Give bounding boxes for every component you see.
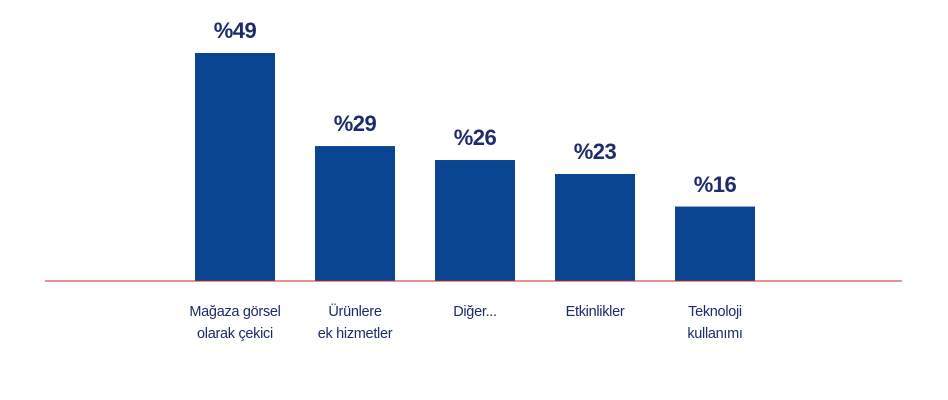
value-label: %16 (693, 171, 737, 197)
category-label: Diğer... (453, 304, 497, 320)
category-label: Etkinlikler (565, 304, 625, 320)
bar (435, 160, 515, 281)
bar (315, 146, 395, 281)
bar (555, 173, 635, 281)
value-label: %29 (333, 111, 377, 137)
value-label: %23 (573, 138, 617, 164)
bar (675, 206, 755, 281)
bar (195, 53, 275, 281)
category-label: Ürünlere ek hizmetler (317, 304, 393, 342)
category-label: Mağaza görsel olarak çekici (189, 304, 281, 342)
value-label: %49 (213, 18, 257, 43)
category-label: Teknoloji kullanımı (687, 304, 743, 342)
value-label: %26 (453, 125, 497, 151)
